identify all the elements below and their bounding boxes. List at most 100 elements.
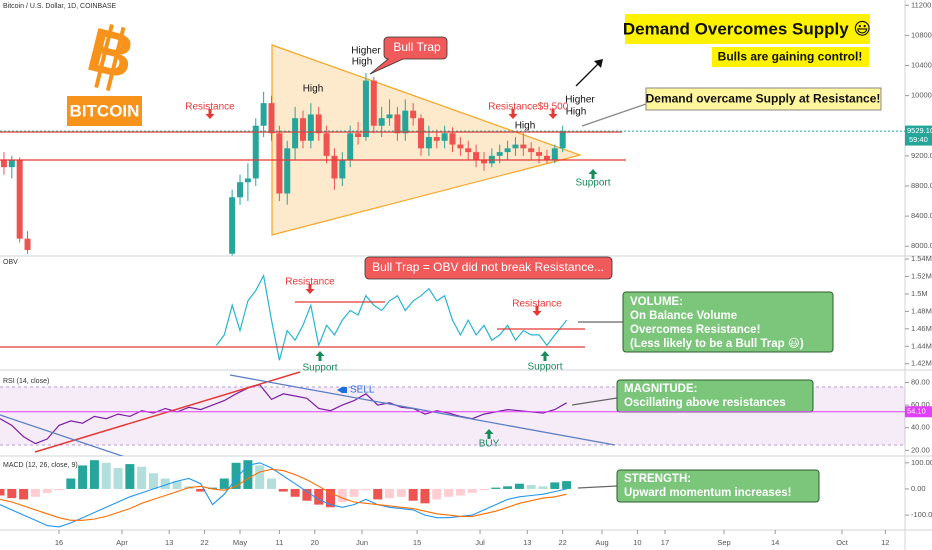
- x-tick-label: 14: [771, 538, 779, 547]
- callout-box: [616, 469, 820, 503]
- x-tick-label: 13: [523, 538, 531, 547]
- headline-box: [625, 14, 870, 44]
- note: High: [515, 121, 536, 132]
- histogram-bar: [231, 462, 241, 489]
- histogram-bar: [7, 488, 17, 499]
- histogram-bar: [302, 488, 312, 501]
- candle-body: [315, 114, 322, 134]
- candle-body: [244, 178, 251, 183]
- candle-body: [370, 80, 377, 126]
- note-arrow: [205, 109, 215, 119]
- y-tick-label: 9200.00: [911, 151, 932, 160]
- histogram-bar: [514, 483, 524, 489]
- note: VOLUME:: [630, 296, 683, 308]
- note: Support: [527, 362, 562, 373]
- histogram-bar: [361, 488, 371, 491]
- histogram-bar: [54, 488, 64, 491]
- note: Higher: [565, 95, 595, 106]
- histogram-bar: [444, 488, 454, 497]
- note: Oscillating above resistances: [624, 397, 786, 409]
- candle-body: [292, 118, 299, 149]
- panel-title: RSI (14, close): [3, 378, 49, 385]
- candle-body: [425, 137, 432, 149]
- candle-body: [339, 159, 346, 179]
- note: Demand overcame Supply at Resistance!: [646, 92, 881, 106]
- note-arrow: [548, 109, 558, 119]
- x-tick-label: 22: [200, 538, 208, 547]
- histogram-bar: [267, 478, 276, 489]
- note: Support: [302, 363, 337, 374]
- candle-body: [237, 182, 244, 198]
- histogram-bar: [0, 488, 5, 496]
- histogram-bar: [526, 485, 536, 489]
- histogram-bar: [290, 488, 300, 497]
- y-tick-label: 100.00: [911, 458, 932, 467]
- note-arrow: [337, 387, 347, 393]
- note: STRENGTH:: [624, 473, 691, 485]
- histogram-bar: [385, 488, 395, 499]
- candle-body: [331, 155, 338, 179]
- candle-body: [355, 133, 362, 138]
- note: High: [566, 107, 587, 118]
- note: SELL: [350, 385, 375, 396]
- y-tick-label: 1.54M: [911, 254, 932, 263]
- candle-body: [0, 159, 7, 168]
- candle-body: [528, 148, 535, 153]
- candle-body: [323, 133, 330, 156]
- x-tick-label: Jun: [356, 538, 368, 547]
- panel-title: MACD (12, 26, close, 9): [3, 462, 78, 469]
- y-tick-label: 20.00: [911, 445, 930, 454]
- candle-body: [299, 118, 306, 141]
- candle-body: [536, 152, 543, 156]
- candle-body: [551, 148, 558, 160]
- candle-body: [520, 144, 527, 149]
- candle-body: [465, 148, 472, 153]
- macd-panel: [0, 460, 572, 528]
- note: On Balance Volume: [630, 310, 737, 322]
- candle-body: [24, 238, 31, 250]
- histogram-bar: [66, 478, 76, 489]
- candle-body: [410, 110, 417, 119]
- obv-panel: [215, 273, 568, 361]
- x-tick-label: 22: [559, 538, 567, 547]
- histogram-bar: [562, 481, 572, 489]
- callout-box: [645, 87, 882, 111]
- note: BUY: [479, 439, 500, 450]
- chart-header: Bitcoin / U.S. Dollar, 1D, COINBASE: [3, 3, 117, 10]
- note: (Less likely to be a Bull Trap 😃): [630, 337, 804, 350]
- logo-box: [67, 96, 142, 126]
- last-value-label: 54.10: [907, 407, 926, 416]
- y-tick-label: 8400.00: [911, 211, 932, 220]
- candle-body: [496, 152, 503, 156]
- macd-line: [0, 462, 567, 528]
- x-tick-label: 17: [661, 538, 669, 547]
- histogram-bar: [503, 486, 513, 489]
- candle-body: [402, 110, 409, 134]
- note-arrow: [315, 351, 325, 361]
- histogram-bar: [160, 478, 170, 489]
- note: $9,500: [538, 102, 569, 113]
- histogram-bar: [337, 488, 347, 503]
- histogram-bar: [349, 488, 359, 497]
- note: Resistance: [488, 102, 538, 113]
- histogram-bar: [219, 478, 229, 489]
- histogram-bar: [326, 488, 336, 508]
- x-tick-label: Oct: [836, 538, 849, 547]
- candle-body: [433, 137, 440, 141]
- note-arrow: [508, 109, 518, 119]
- note: Resistance: [285, 277, 335, 288]
- candle-body: [559, 131, 566, 149]
- histogram-bar: [314, 488, 324, 505]
- x-tick-label: Aug: [595, 538, 608, 547]
- histogram-bar: [101, 462, 111, 489]
- y-tick-label: 0.00: [911, 484, 926, 493]
- last-value-label: 9529.10: [907, 126, 932, 135]
- candle-body: [378, 118, 385, 126]
- values-line: [215, 273, 568, 361]
- histogram-bar: [396, 488, 406, 497]
- candle-body: [347, 133, 354, 160]
- y-tick-label: 10000.00: [911, 91, 932, 100]
- y-tick-label: 1.44M: [911, 341, 932, 350]
- logo-text: BITCOIN: [70, 101, 140, 120]
- logo-bar: [105, 26, 126, 91]
